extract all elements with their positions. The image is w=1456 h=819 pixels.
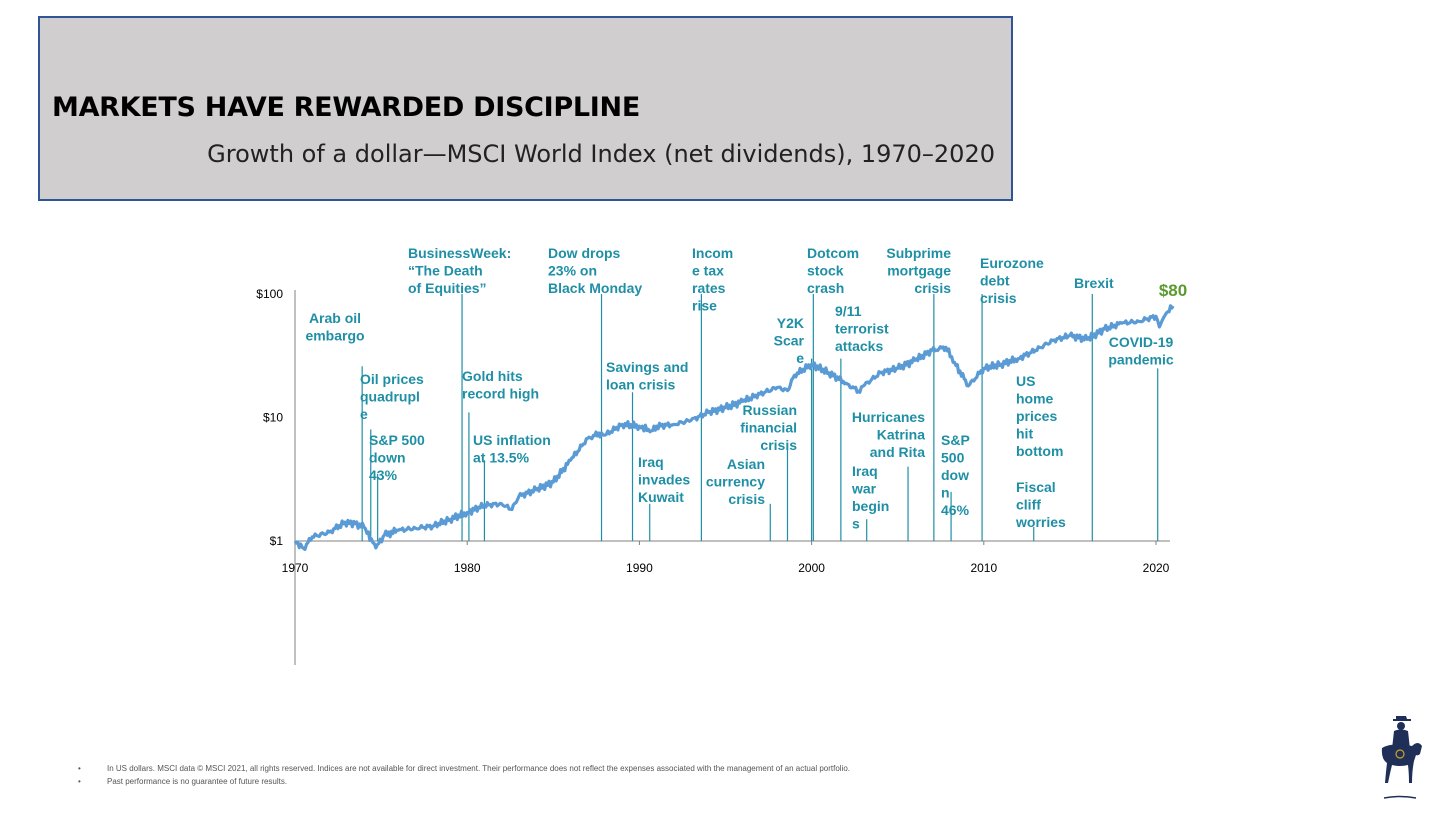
title-panel: MARKETS HAVE REWARDED DISCIPLINE Growth … — [38, 16, 1013, 201]
page-title: MARKETS HAVE REWARDED DISCIPLINE — [52, 92, 640, 123]
annotation-label: Eurozone debt crisis — [980, 255, 1044, 306]
footnote-1: In US dollars. MSCI data © MSCI 2021, al… — [107, 764, 851, 773]
annotation-label: US home prices hit bottom — [1016, 373, 1063, 459]
annotation-label: Russian financial crisis — [740, 402, 797, 453]
page-subtitle: Growth of a dollar—MSCI World Index (net… — [207, 140, 995, 168]
growth-line — [293, 304, 1175, 551]
annotation-label: Fiscal cliff worries — [1015, 479, 1066, 530]
annotation-label: S&P 500 dow n 46% — [941, 432, 970, 518]
final-value-label: $80 — [1159, 281, 1187, 300]
x-tick-label: 1980 — [454, 561, 481, 575]
annotation-label: Oil prices quadrupl e — [360, 371, 424, 422]
annotation-label: Asian currency crisis — [706, 456, 765, 507]
annotation-label: Incom e tax rates rise — [692, 245, 733, 314]
horse-rider-icon — [1381, 716, 1422, 799]
annotation-label: Arab oil embargo — [305, 310, 364, 344]
annotation-label: Dotcom stock crash — [807, 245, 859, 296]
annotation-label: S&P 500 down 43% — [369, 432, 425, 483]
y-tick-label: $100 — [256, 287, 283, 301]
annotation-label: US inflation at 13.5% — [473, 432, 551, 466]
footnotes: • In US dollars. MSCI data © MSCI 2021, a… — [78, 764, 851, 786]
x-tick-label: 1970 — [282, 561, 309, 575]
annotation-label: BusinessWeek: “The Death of Equities” — [408, 245, 511, 296]
annotation-label: Iraq war begin s — [851, 463, 889, 532]
annotation-label: 9/11 terrorist attacks — [835, 303, 889, 354]
annotation-label: Subprime mortgage crisis — [886, 245, 951, 296]
annotation-label: Brexit — [1074, 275, 1114, 291]
x-tick-label: 2010 — [970, 561, 997, 575]
annotation-label: Iraq invades Kuwait — [638, 454, 690, 505]
y-tick-label: $10 — [263, 411, 283, 425]
x-tick-label: 2000 — [798, 561, 825, 575]
annotation-label: Y2K Scar e — [774, 315, 805, 366]
annotation-label: Hurricanes Katrina and Rita — [852, 409, 925, 460]
x-tick-label: 1990 — [626, 561, 653, 575]
y-tick-label: $1 — [270, 534, 284, 548]
x-tick-label: 2020 — [1143, 561, 1170, 575]
annotation-label: Gold hits record high — [462, 368, 539, 402]
annotation-label: COVID-19 pandemic — [1108, 334, 1174, 368]
annotation-label: Savings and loan crisis — [606, 359, 688, 393]
annotation-label: Dow drops 23% on Black Monday — [548, 245, 642, 296]
footnote-2: Past performance is no guarantee of futu… — [107, 777, 288, 786]
